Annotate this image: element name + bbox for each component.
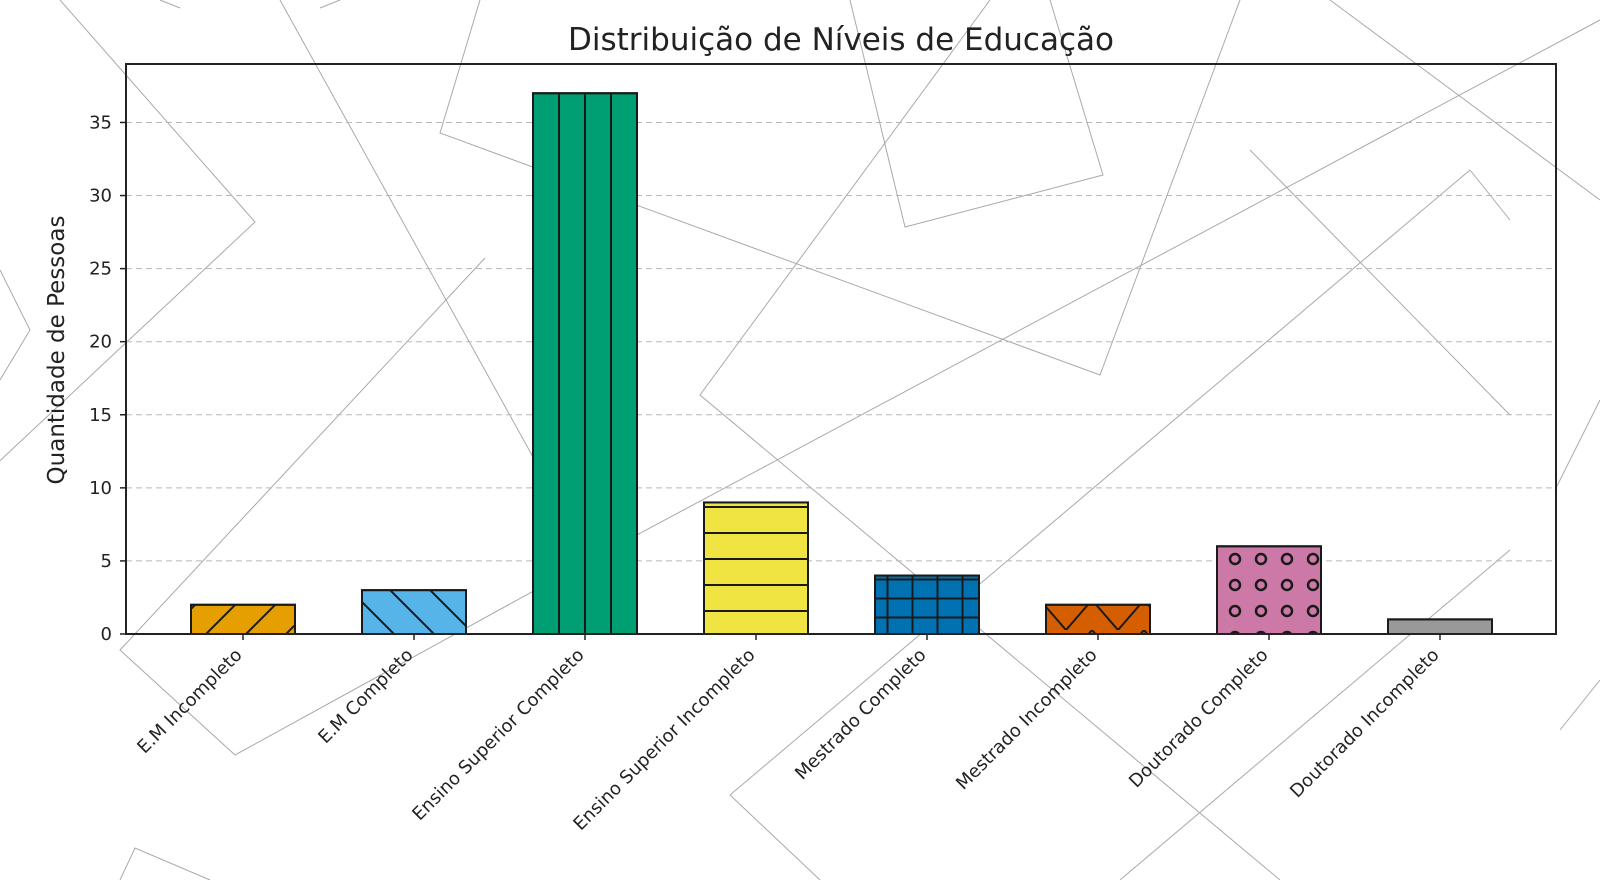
x-tick-label: E.M Incompleto: [133, 645, 246, 758]
chart-title: Distribuição de Níveis de Educação: [568, 22, 1114, 58]
x-tick-label: E.M Completo: [314, 645, 417, 748]
bar-hatch: [1217, 546, 1321, 634]
y-tick-label: 25: [89, 259, 112, 280]
bar-hatch: [1388, 619, 1492, 634]
plot-frame: [125, 63, 1557, 635]
y-tick-label: 15: [89, 405, 112, 426]
x-tick-label: Ensino Superior Completo: [408, 645, 588, 825]
bar-5: [874, 574, 980, 635]
bar-1: [190, 603, 296, 635]
bar-hatch: [1046, 604, 1150, 634]
y-tick-label: 20: [89, 332, 112, 353]
decoration-line: [319, 0, 341, 9]
bar-2: [361, 589, 467, 636]
decoration-line: [1329, 0, 1600, 201]
bar-7: [1216, 545, 1322, 635]
decoration-line: [1554, 399, 1600, 491]
y-tick-label: 10: [89, 478, 112, 499]
x-tick-label: Doutorado Incompleto: [1286, 645, 1443, 802]
decoration-line: [1249, 149, 1511, 416]
bars: [190, 92, 1493, 636]
bar-hatch: [533, 93, 637, 634]
decoration-line: [1119, 549, 1511, 880]
decoration-line: [0, 269, 31, 381]
decoration-line: [119, 19, 1600, 756]
decoration-line: [1469, 169, 1511, 221]
decoration-line: [119, 847, 211, 880]
bar-4: [703, 501, 809, 636]
bar-hatch: [362, 590, 466, 634]
decoration-line: [159, 0, 181, 9]
x-tick-label: Mestrado Incompleto: [952, 645, 1101, 794]
y-tick-label: 5: [101, 551, 112, 572]
y-tick-label: 35: [89, 112, 112, 133]
x-tick-label: Ensino Superior Incompleto: [569, 645, 759, 835]
y-axis-ticks: 0 5 10 15 20 25 30 35: [89, 112, 126, 645]
bar-8: [1387, 618, 1493, 636]
bar-hatch: [704, 502, 808, 634]
decoration-line: [1559, 679, 1600, 731]
y-tick-label: 0: [101, 624, 112, 645]
bar-hatch: [875, 575, 979, 634]
decoration-line: [849, 0, 1104, 228]
decoration-line: [439, 0, 1241, 376]
bar-3: [532, 92, 638, 635]
y-axis-label: Quantidade de Pessoas: [44, 216, 70, 485]
bar-hatch: [191, 604, 295, 634]
decoration-line: [729, 169, 1471, 880]
bar-6: [1045, 603, 1151, 635]
y-tick-label: 30: [89, 186, 112, 207]
decoration-line: [0, 0, 256, 462]
y-gridlines: [126, 121, 1556, 562]
decoration-line: [699, 0, 1281, 880]
x-tick-label: Mestrado Completo: [791, 645, 931, 785]
